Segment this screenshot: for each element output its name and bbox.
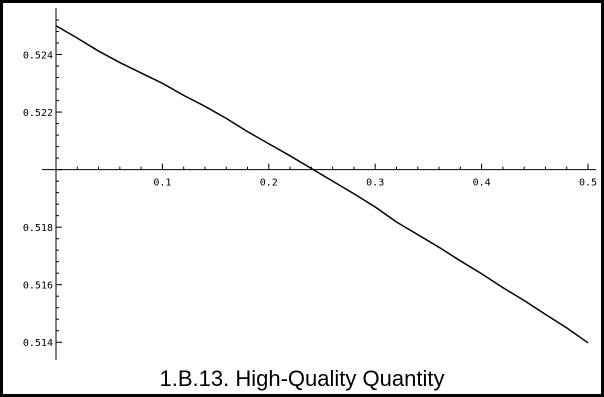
x-tick-label: 0.2	[260, 178, 278, 189]
x-tick-label: 0.1	[153, 178, 171, 189]
series-line-0	[55, 25, 589, 344]
y-tick-label: 0.514	[23, 338, 53, 349]
series-layer	[55, 25, 589, 344]
x-tick-label: 0.4	[473, 178, 491, 189]
y-tick-label: 0.518	[23, 223, 53, 234]
y-tick-label: 0.524	[23, 51, 53, 62]
y-tick-label: 0.516	[23, 281, 53, 292]
y-tick-label: 0.522	[23, 108, 53, 119]
x-tick-label: 0.3	[366, 178, 384, 189]
x-tick-label: 0.5	[579, 178, 597, 189]
x-axis-ticks: 0.1 0.2 0.3 0.4 0.5	[76, 163, 597, 189]
chart-caption: 1.B.13. High-Quality Quantity	[159, 366, 445, 391]
